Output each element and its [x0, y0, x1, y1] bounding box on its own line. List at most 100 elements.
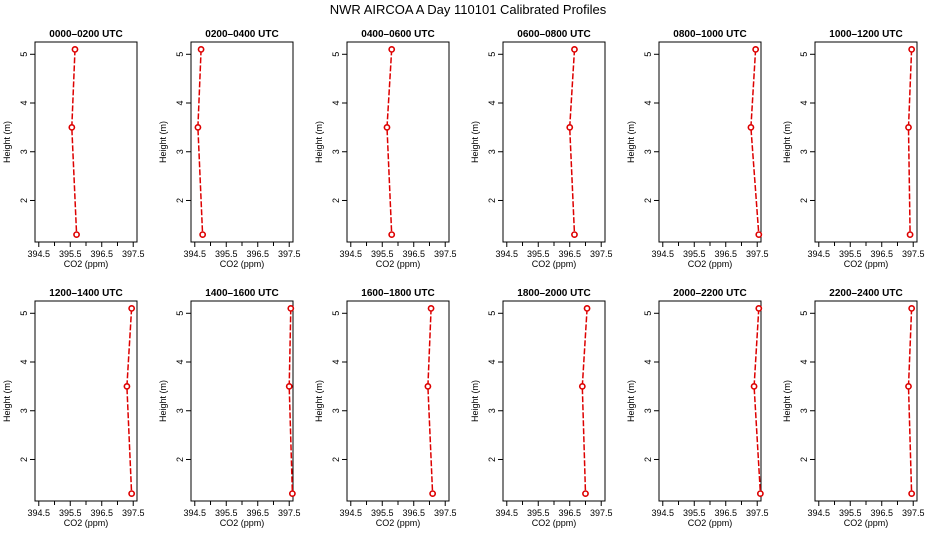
data-point: [908, 305, 916, 312]
series-line: [126, 308, 133, 494]
y-tick-label: 5: [487, 311, 497, 316]
x-tick-label: 394.5: [808, 249, 831, 259]
plot-frame: [814, 300, 918, 502]
series-line: [753, 308, 762, 494]
data-point: [582, 490, 589, 497]
x-tick-label: 397.5: [434, 249, 457, 259]
data-point: [287, 305, 295, 312]
y-tick-label: 4: [19, 360, 29, 365]
data-point: [908, 46, 916, 53]
data-point: [583, 305, 591, 312]
y-tick-label: 4: [799, 101, 809, 106]
panel-2: 0400–0600 UTC 394.5 395.5 396.5 397.5 CO2 (pp…: [314, 29, 456, 269]
x-axis-label: CO2 (ppm): [532, 518, 577, 528]
y-tick-label: 4: [643, 101, 653, 106]
x-tick-label: 396.5: [558, 249, 581, 259]
data-point: [905, 382, 912, 390]
x-axis-label: CO2 (ppm): [688, 518, 733, 528]
x-tick-label: 397.5: [122, 249, 145, 259]
x-axis-label: CO2 (ppm): [64, 518, 109, 528]
data-point: [908, 490, 916, 497]
plot-frame: [502, 300, 606, 502]
y-tick-label: 4: [331, 360, 341, 365]
y-tick-label: 5: [643, 52, 653, 57]
panel-5: 1000–1200 UTC 394.5 395.5 396.5 397.5 CO2 (pp…: [782, 29, 924, 269]
panel-7: 1400–1600 UTC 394.5 395.5 396.5 397.5 CO2 (pp…: [158, 288, 300, 528]
x-tick-label: 395.5: [683, 508, 706, 518]
x-axis-label: CO2 (ppm): [376, 518, 421, 528]
data-point: [197, 46, 205, 53]
plot-frame: [346, 300, 450, 502]
series-line: [907, 49, 913, 235]
y-tick-label: 5: [19, 311, 29, 316]
y-tick-label: 2: [175, 457, 185, 462]
series-line: [427, 308, 434, 494]
y-tick-label: 2: [799, 457, 809, 462]
data-point: [755, 305, 763, 312]
y-tick-label: 2: [19, 457, 29, 462]
panel-4: 0800–1000 UTC 394.5 395.5 396.5 397.5 CO2 (pp…: [626, 29, 768, 269]
plot-frame: [190, 41, 294, 243]
x-tick-label: 397.5: [590, 508, 613, 518]
y-axis-label: Height (m): [2, 121, 12, 163]
y-tick-label: 2: [643, 198, 653, 203]
y-tick-label: 5: [487, 52, 497, 57]
y-tick-label: 2: [799, 198, 809, 203]
x-tick-label: 394.5: [340, 508, 363, 518]
y-axis-label: Height (m): [626, 121, 636, 163]
data-point: [388, 46, 396, 53]
y-tick-label: 4: [175, 360, 185, 365]
x-tick-label: 396.5: [90, 508, 113, 518]
x-tick-label: 397.5: [746, 508, 769, 518]
x-tick-label: 396.5: [714, 249, 737, 259]
data-point: [424, 382, 432, 390]
data-point: [750, 382, 758, 390]
x-tick-label: 394.5: [652, 249, 675, 259]
panel-title: 2200–2400 UTC: [829, 288, 902, 299]
x-tick-label: 394.5: [184, 249, 207, 259]
panel-title: 1600–1800 UTC: [361, 288, 434, 299]
y-tick-label: 4: [19, 101, 29, 106]
x-tick-label: 395.5: [59, 249, 82, 259]
x-axis-label: CO2 (ppm): [688, 259, 733, 269]
panel-1: 0200–0400 UTC 394.5 395.5 396.5 397.5 CO2 (pp…: [158, 29, 300, 269]
panel-3: 0600–0800 UTC 394.5 395.5 396.5 397.5 CO2 (pp…: [470, 29, 612, 269]
y-tick-label: 2: [643, 457, 653, 462]
data-point: [906, 231, 914, 238]
x-tick-label: 396.5: [402, 508, 425, 518]
x-axis-label: CO2 (ppm): [64, 259, 109, 269]
y-tick-label: 5: [331, 311, 341, 316]
x-tick-label: 394.5: [184, 508, 207, 518]
y-tick-label: 5: [643, 311, 653, 316]
x-tick-label: 397.5: [590, 249, 613, 259]
panels: 0000–0200 UTC 394.5 395.5 396.5 397.5 CO2 (pp…: [2, 29, 924, 528]
y-tick-label: 3: [331, 149, 341, 154]
x-tick-label: 394.5: [808, 508, 831, 518]
data-point: [388, 231, 396, 238]
x-tick-label: 394.5: [496, 249, 519, 259]
panel-6: 1200–1400 UTC 394.5 395.5 396.5 397.5 CO2 (pp…: [2, 288, 144, 528]
data-point: [756, 490, 764, 497]
y-tick-label: 2: [19, 198, 29, 203]
x-tick-label: 396.5: [714, 508, 737, 518]
y-tick-label: 3: [799, 408, 809, 413]
panel-9: 1800–2000 UTC 394.5 395.5 396.5 397.5 CO2 (pp…: [470, 288, 612, 528]
data-point: [566, 123, 574, 131]
y-axis-label: Height (m): [158, 380, 168, 422]
y-axis-label: Height (m): [314, 380, 324, 422]
panel-title: 1000–1200 UTC: [829, 29, 902, 40]
x-tick-label: 397.5: [746, 249, 769, 259]
x-tick-label: 397.5: [902, 249, 925, 259]
x-tick-label: 394.5: [496, 508, 519, 518]
y-tick-label: 2: [331, 457, 341, 462]
y-axis-label: Height (m): [782, 380, 792, 422]
y-tick-label: 2: [175, 198, 185, 203]
y-tick-label: 2: [487, 198, 497, 203]
data-point: [571, 46, 578, 53]
x-tick-label: 395.5: [59, 508, 82, 518]
plot-frame: [34, 41, 138, 243]
panel-title: 0200–0400 UTC: [205, 29, 278, 40]
panel-title: 0400–0600 UTC: [361, 29, 434, 40]
plot-frame: [814, 41, 918, 243]
plot-frame: [34, 300, 138, 502]
